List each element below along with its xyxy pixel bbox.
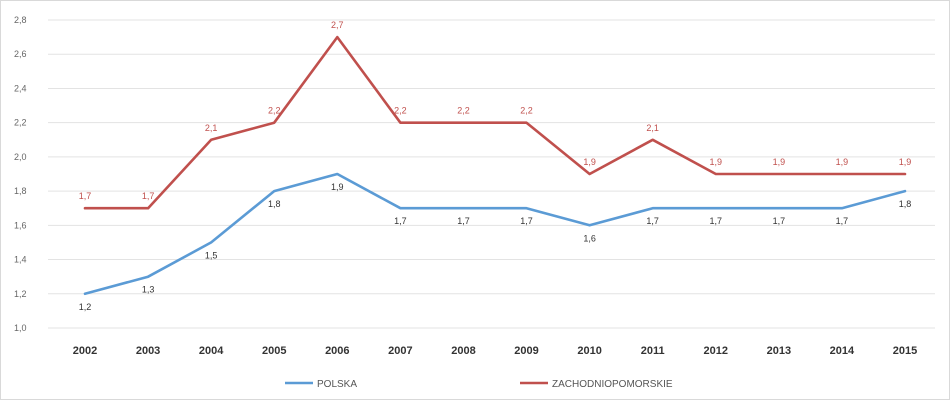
series-line-polska [83,172,907,296]
x-tick-label: 2013 [767,345,791,357]
x-tick-label: 2002 [73,345,97,357]
legend-label: ZACHODNIOPOMORSKIE [552,379,673,390]
data-label: 1,8 [268,199,281,209]
data-label: 1,2 [79,302,92,312]
data-label: 1,7 [142,191,155,201]
legend-label: POLSKA [317,379,357,390]
x-tick-label: 2003 [136,345,160,357]
data-label: 2,2 [394,106,407,116]
data-label: 2,7 [331,20,344,30]
data-label: 1,7 [457,216,470,226]
y-tick-label: 2,0 [14,152,27,162]
x-tick-label: 2005 [262,345,286,357]
x-tick-label: 2006 [325,345,349,357]
data-label: 1,5 [205,250,218,260]
data-label: 1,6 [583,233,596,243]
x-tick-label: 2015 [893,345,917,357]
data-label: 2,2 [457,106,470,116]
series-line-zachodniopomorskie [83,35,907,210]
y-tick-label: 1,4 [14,255,27,265]
data-label: 1,9 [583,157,596,167]
data-label: 1,9 [710,157,723,167]
y-tick-label: 2,2 [14,118,27,128]
x-tick-label: 2010 [577,345,601,357]
data-label: 1,9 [773,157,786,167]
data-label: 1,7 [646,216,659,226]
y-tick-label: 1,2 [14,289,27,299]
data-label: 2,1 [205,123,218,133]
y-tick-label: 2,6 [14,49,27,59]
data-label: 1,3 [142,285,155,295]
data-label: 1,9 [836,157,849,167]
x-tick-label: 2011 [641,345,665,357]
x-tick-label: 2012 [704,345,728,357]
data-label: 1,8 [899,199,912,209]
x-tick-label: 2007 [388,345,412,357]
data-label: 1,7 [394,216,407,226]
y-tick-label: 1,0 [14,323,27,333]
data-label: 2,2 [520,106,533,116]
y-tick-label: 2,8 [14,15,27,25]
y-tick-label: 1,8 [14,186,27,196]
data-label: 2,2 [268,106,281,116]
x-tick-label: 2009 [514,345,538,357]
data-label: 1,7 [710,216,723,226]
data-label: 1,7 [836,216,849,226]
data-label: 1,9 [899,157,912,167]
data-label: 1,7 [773,216,786,226]
data-label: 2,1 [646,123,659,133]
x-tick-label: 2004 [199,345,224,357]
x-tick-label: 2014 [830,345,855,357]
data-label: 1,9 [331,182,344,192]
data-label: 1,7 [520,216,533,226]
data-label: 1,7 [79,191,92,201]
y-tick-label: 1,6 [14,220,27,230]
y-tick-label: 2,4 [14,83,27,93]
x-tick-label: 2008 [451,345,475,357]
